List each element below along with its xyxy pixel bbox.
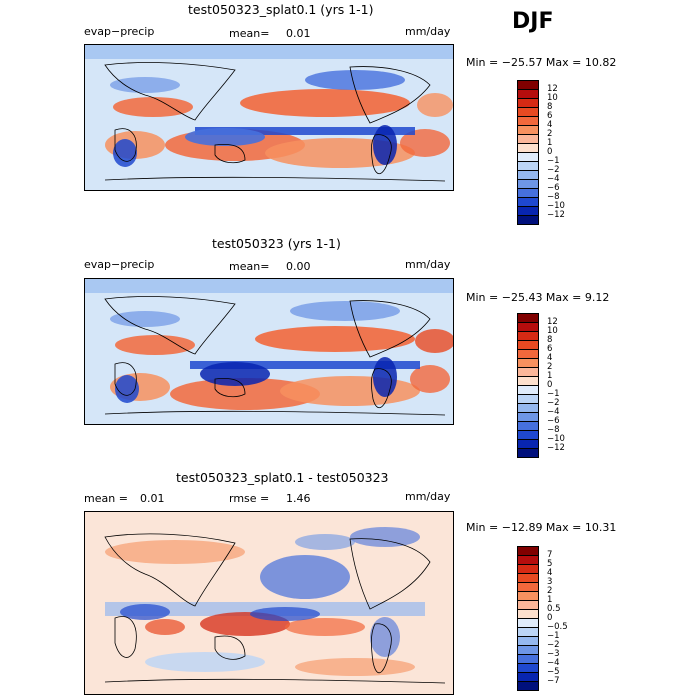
panel-1-mean-label: mean= — [229, 27, 270, 40]
panel-2-mean-label: mean= — [229, 260, 270, 273]
colorbar-tick-label: 1 — [547, 595, 553, 605]
panel-2-minmax: Min = −25.43 Max = 9.12 — [466, 291, 610, 304]
colorbar-cell — [517, 448, 539, 458]
colorbar-tick-label: −4 — [547, 174, 560, 184]
panel-3-map — [84, 511, 454, 695]
colorbar-tick-label: 2 — [547, 586, 553, 596]
colorbar-tick-label: 2 — [547, 129, 553, 139]
panel-3-map-field — [85, 512, 453, 694]
colorbar-tick-label: −6 — [547, 183, 560, 193]
colorbar-tick-label: −10 — [547, 434, 565, 444]
colorbar-tick-label: −1 — [547, 156, 560, 166]
panel-2-variable-label: evap−precip — [84, 258, 155, 271]
colorbar-tick-label: 12 — [547, 317, 558, 327]
colorbar-tick-label: 10 — [547, 93, 558, 103]
panel-1-variable-label: evap−precip — [84, 25, 155, 38]
panel-1-colorbar: 12 10 8 6 4 2 1 0 −1 −2 −4 −6 −8 −10 −12 — [517, 80, 565, 225]
panel-1-map — [84, 44, 454, 191]
panel-2-map-field — [85, 279, 453, 424]
colorbar-tick-label: −1 — [547, 389, 560, 399]
colorbar-tick-label: −4 — [547, 407, 560, 417]
panel-1-title: test050323_splat0.1 (yrs 1-1) — [188, 2, 374, 17]
colorbar-tick-label: 8 — [547, 102, 553, 112]
panel-2-title: test050323 (yrs 1-1) — [212, 236, 341, 251]
colorbar-tick-label: 0 — [547, 147, 553, 157]
panel-1-map-field — [85, 45, 453, 190]
panel-2-mean-value: 0.00 — [286, 260, 311, 273]
colorbar-tick-label: 8 — [547, 335, 553, 345]
colorbar-tick-label: −7 — [547, 676, 560, 686]
colorbar-tick-label: −8 — [547, 425, 560, 435]
season-label: DJF — [512, 9, 554, 34]
panel-3-colorbar: 7 5 4 3 2 1 0.5 0 −0.5 −1 −2 −3 −4 −5 −7 — [517, 546, 568, 691]
panel-3-units: mm/day — [405, 490, 451, 503]
panel-2-colorbar: 12 10 8 6 4 2 1 0 −1 −2 −4 −6 −8 −10 −12 — [517, 313, 565, 458]
panel-3-title: test050323_splat0.1 - test050323 — [176, 470, 389, 485]
colorbar-tick-label: −3 — [547, 649, 560, 659]
colorbar-tick-label: −2 — [547, 398, 560, 408]
colorbar-tick-label: 0.5 — [547, 604, 561, 614]
colorbar-tick-label: −0.5 — [547, 622, 568, 632]
colorbar-tick-label: 2 — [547, 362, 553, 372]
colorbar-tick-label: 1 — [547, 371, 553, 381]
panel-3-minmax: Min = −12.89 Max = 10.31 — [466, 521, 617, 534]
colorbar-tick-label: 5 — [547, 559, 553, 569]
panel-3-mean-value: 0.01 — [140, 492, 165, 505]
colorbar-tick-label: 0 — [547, 613, 553, 623]
colorbar-tick-label: −8 — [547, 192, 560, 202]
colorbar-tick-label: −10 — [547, 201, 565, 211]
colorbar-tick-label: −6 — [547, 416, 560, 426]
panel-3-mean-label: mean = — [84, 492, 128, 505]
colorbar-tick-label: 10 — [547, 326, 558, 336]
panel-2-units: mm/day — [405, 258, 451, 271]
colorbar-tick-label: 12 — [547, 84, 558, 94]
colorbar-tick-label: 4 — [547, 120, 553, 130]
panel-3-rmse-label: rmse = — [229, 492, 270, 505]
colorbar-cell — [517, 681, 539, 691]
colorbar-tick-label: −5 — [547, 667, 560, 677]
panel-1-mean-value: 0.01 — [286, 27, 311, 40]
colorbar-tick-label: −12 — [547, 210, 565, 220]
colorbar-tick-label: 7 — [547, 550, 553, 560]
colorbar-cell — [517, 215, 539, 225]
colorbar-tick-label: 6 — [547, 111, 553, 121]
colorbar-tick-label: −2 — [547, 640, 560, 650]
colorbar-tick-label: 3 — [547, 577, 553, 587]
colorbar-tick-label: 4 — [547, 568, 553, 578]
colorbar-tick-label: 0 — [547, 380, 553, 390]
colorbar-tick-label: −12 — [547, 443, 565, 453]
colorbar-tick-label: −2 — [547, 165, 560, 175]
colorbar-tick-label: 1 — [547, 138, 553, 148]
panel-1-units: mm/day — [405, 25, 451, 38]
colorbar-tick-label: −1 — [547, 631, 560, 641]
panel-3-rmse-value: 1.46 — [286, 492, 311, 505]
panel-2-map — [84, 278, 454, 425]
colorbar-tick-label: 6 — [547, 344, 553, 354]
panel-1-minmax: Min = −25.57 Max = 10.82 — [466, 56, 617, 69]
colorbar-tick-label: 4 — [547, 353, 553, 363]
colorbar-tick-label: −4 — [547, 658, 560, 668]
